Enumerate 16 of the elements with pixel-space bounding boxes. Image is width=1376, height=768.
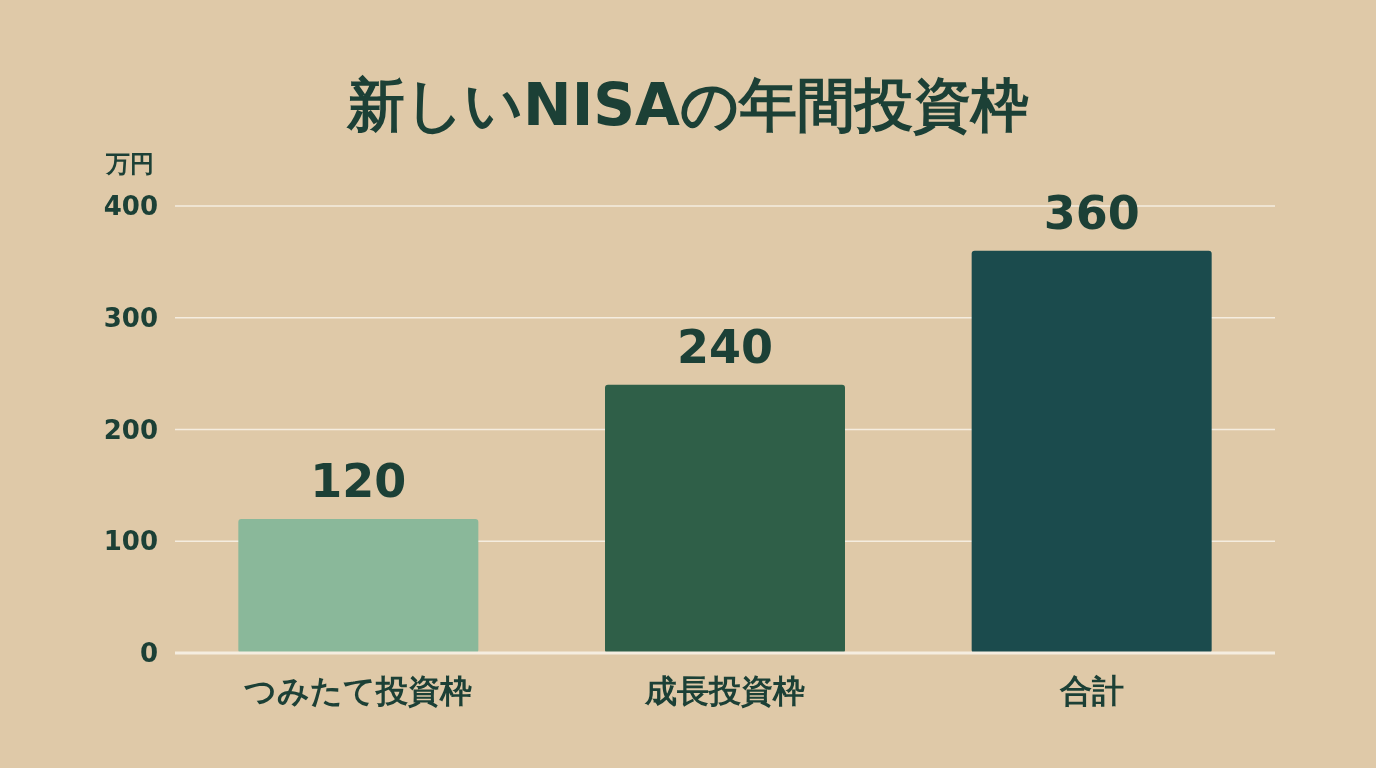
y-axis-title: 万円 <box>105 150 154 178</box>
bar <box>971 250 1212 653</box>
y-tick-label: 400 <box>103 191 158 221</box>
chart-title: 新しいNISAの年間投資枠 <box>346 71 1029 139</box>
x-tick-label: 成長投資枠 <box>644 672 805 710</box>
data-label: 120 <box>310 453 407 508</box>
x-tick-label: つみたて投資枠 <box>244 672 473 710</box>
data-label: 240 <box>676 319 774 374</box>
y-tick-label: 100 <box>103 526 158 557</box>
y-tick-label: 200 <box>103 414 158 445</box>
y-tick-label: 300 <box>103 302 158 333</box>
data-label: 360 <box>1043 185 1140 240</box>
x-tick-label: 合計 <box>1058 672 1124 710</box>
bar <box>605 384 845 653</box>
y-tick-label: 0 <box>139 638 158 668</box>
bar <box>238 518 479 653</box>
